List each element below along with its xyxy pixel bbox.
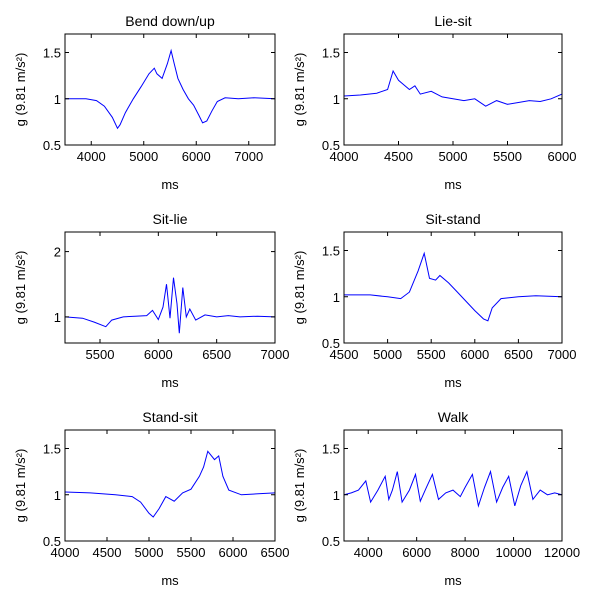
chart-2-x-tick-label: 4500 (384, 149, 413, 164)
chart-1-x-tick-label: 6000 (182, 149, 211, 164)
chart-2-y-tick-label: 0.5 (322, 138, 340, 153)
chart-4-x-tick-label: 6000 (460, 347, 489, 362)
chart-1-series-line (65, 48, 275, 130)
chart-6-x-tick-label: 4000 (354, 545, 383, 560)
chart-1-x-tick-label: 5000 (129, 149, 158, 164)
chart-2-y-tick-label: 1.5 (322, 46, 340, 61)
chart-6-x-tick-label: 10000 (495, 545, 531, 560)
chart-2-x-axis-label: ms (444, 177, 462, 192)
chart-5-x-tick-label: 6000 (219, 545, 248, 560)
chart-6-series-line (344, 469, 562, 508)
chart-5-title: Stand-sit (142, 409, 197, 425)
chart-4-y-tick-label: 1 (333, 290, 340, 305)
chart-2-x-tick-label: 6000 (548, 149, 577, 164)
chart-5-axes-box (64, 429, 276, 542)
chart-4-y-axis-label: g (9.81 m/s²) (292, 251, 307, 325)
chart-4-axes-box (343, 231, 563, 344)
chart-3-axes-box (64, 231, 276, 344)
chart-6-y-axis-label: g (9.81 m/s²) (292, 449, 307, 523)
chart-4-x-axis-label: ms (444, 375, 462, 390)
chart-3-x-tick-label: 6000 (144, 347, 173, 362)
chart-1-x-axis-label: ms (161, 177, 179, 192)
chart-3-x-tick-label: 7000 (261, 347, 290, 362)
chart-1-x-tick-label: 7000 (234, 149, 263, 164)
chart-4-series-line (344, 251, 562, 322)
chart-3-x-tick-label: 5500 (86, 347, 115, 362)
chart-4-x-tick-label: 6500 (504, 347, 533, 362)
chart-2-y-axis-label: g (9.81 m/s²) (292, 53, 307, 127)
chart-2-x-tick-label: 5500 (493, 149, 522, 164)
chart-5-y-tick-label: 0.5 (43, 534, 61, 549)
chart-4-x-tick-label: 4500 (330, 347, 359, 362)
chart-1-y-tick-label: 0.5 (43, 138, 61, 153)
chart-6-y-tick-label: 0.5 (322, 534, 340, 549)
chart-3-title: Sit-lie (152, 211, 187, 227)
chart-2-series-line (344, 69, 562, 107)
chart-5-x-tick-label: 4500 (93, 545, 122, 560)
chart-2-x-tick-label: 5000 (439, 149, 468, 164)
chart-4-x-tick-label: 5000 (373, 347, 402, 362)
chart-1-y-tick-label: 1 (54, 92, 61, 107)
chart-6-y-tick-label: 1.5 (322, 442, 340, 457)
chart-5-y-tick-label: 1 (54, 488, 61, 503)
chart-1-x-tick-label: 4000 (77, 149, 106, 164)
chart-4-y-tick-label: 0.5 (322, 336, 340, 351)
chart-2-title: Lie-sit (434, 13, 471, 29)
chart-5-x-tick-label: 5500 (177, 545, 206, 560)
chart-5-x-tick-label: 6500 (261, 545, 290, 560)
chart-6-title: Walk (438, 409, 470, 425)
chart-4-x-tick-label: 5500 (417, 347, 446, 362)
chart-1-title: Bend down/up (125, 13, 215, 29)
chart-1-y-tick-label: 1.5 (43, 46, 61, 61)
chart-5-x-axis-label: ms (161, 573, 179, 588)
chart-6-x-tick-label: 6000 (402, 545, 431, 560)
chart-4-x-tick-label: 7000 (548, 347, 577, 362)
chart-5-y-axis-label: g (9.81 m/s²) (13, 449, 28, 523)
chart-3-x-axis-label: ms (161, 375, 179, 390)
chart-5-y-tick-label: 1.5 (43, 442, 61, 457)
chart-4-title: Sit-stand (425, 211, 480, 227)
chart-2-x-tick-label: 4000 (330, 149, 359, 164)
chart-3-series-line (65, 277, 275, 334)
chart-6-axes-box (343, 429, 563, 542)
chart-3-y-tick-label: 1 (54, 310, 61, 325)
chart-6-y-tick-label: 1 (333, 488, 340, 503)
chart-5-x-tick-label: 5000 (135, 545, 164, 560)
chart-6-x-tick-label: 12000 (544, 545, 580, 560)
chart-3-x-tick-label: 6500 (202, 347, 231, 362)
chart-5-series-line (65, 450, 275, 518)
chart-1-axes-box (64, 33, 276, 146)
chart-2-axes-box (343, 33, 563, 146)
chart-2-y-tick-label: 1 (333, 92, 340, 107)
chart-3-y-axis-label: g (9.81 m/s²) (13, 251, 28, 325)
chart-6-x-tick-label: 8000 (451, 545, 480, 560)
chart-3-y-tick-label: 2 (54, 245, 61, 260)
chart-4-y-tick-label: 1.5 (322, 244, 340, 259)
chart-1-y-axis-label: g (9.81 m/s²) (13, 53, 28, 127)
chart-6-x-axis-label: ms (444, 573, 462, 588)
chart-5-x-tick-label: 4000 (51, 545, 80, 560)
